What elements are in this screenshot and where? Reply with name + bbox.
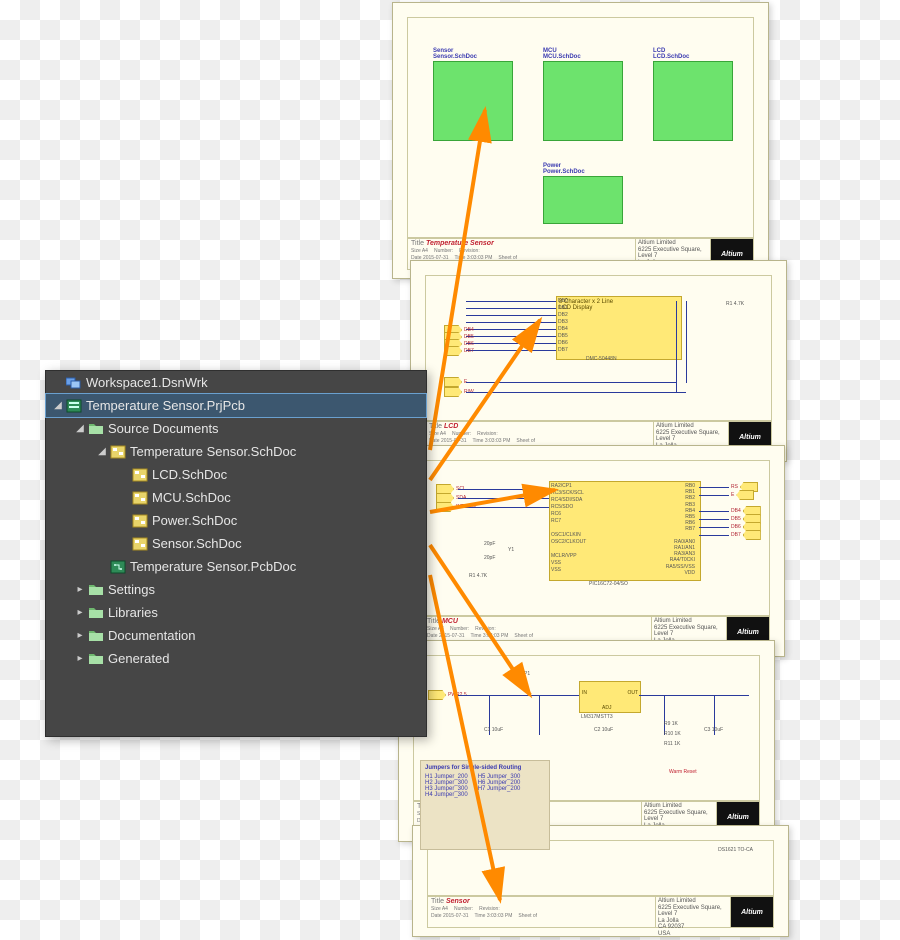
sheet-drawing-area: 8 Character x 2 LineLCD DisplayDMC-50448…: [425, 275, 772, 421]
tree-item-label: MCU.SchDoc: [152, 490, 231, 505]
lcd-chip: 8 Character x 2 LineLCD Display: [556, 296, 682, 360]
subsheet-block: PowerPower.SchDoc: [543, 163, 623, 224]
fld-icon: [88, 628, 104, 644]
sch-icon: [132, 513, 148, 529]
fld-icon: [88, 651, 104, 667]
disclosure-triangle-icon[interactable]: ◢: [74, 423, 86, 434]
sheet-drawing-area: SensorSensor.SchDoc MCUMCU.SchDoc LCDLCD.S…: [407, 17, 754, 238]
chip-ref: LM317MSTT3: [581, 714, 613, 720]
tree-item[interactable]: LCD.SchDoc: [46, 463, 426, 486]
tree-item[interactable]: Temperature Sensor.PcbDoc: [46, 555, 426, 578]
subsheet-block: MCUMCU.SchDoc: [543, 48, 623, 141]
brand-logo: Altium: [731, 897, 773, 927]
port: E: [729, 491, 754, 499]
port: DB7: [729, 531, 761, 539]
regulator-chip: INOUTADJ: [579, 681, 641, 713]
subsheet-block: SensorSensor.SchDoc: [433, 48, 513, 141]
tree-item[interactable]: ◢ Temperature Sensor.SchDoc: [46, 440, 426, 463]
sch-icon: [110, 444, 126, 460]
port: RS: [729, 483, 758, 491]
tree-item[interactable]: ▸ Libraries: [46, 601, 426, 624]
jumper-item: H7 Jumper_200: [478, 786, 521, 792]
tree-item[interactable]: ◢ Source Documents: [46, 417, 426, 440]
tree-item-label: Settings: [108, 582, 155, 597]
fld-icon: [88, 605, 104, 621]
sch-icon: [132, 536, 148, 552]
tree-item-label: Libraries: [108, 605, 158, 620]
disclosure-triangle-icon[interactable]: ◢: [96, 446, 108, 457]
prj-icon: [66, 398, 82, 414]
pcb-icon: [110, 559, 126, 575]
tree-item-label: Source Documents: [108, 421, 219, 436]
tree-item-label: Sensor.SchDoc: [152, 536, 242, 551]
tree-item[interactable]: ▸ Generated: [46, 647, 426, 670]
jumper-title: Jumpers for Single-sided Routing: [425, 765, 545, 771]
port: DB7: [444, 347, 476, 355]
disclosure-triangle-icon[interactable]: ▸: [74, 607, 86, 618]
jumper-item: H4 Jumper_300: [425, 792, 468, 798]
project-panel: Workspace1.DsnWrk◢Temperature Sensor.Prj…: [45, 370, 427, 737]
tree-item-label: Workspace1.DsnWrk: [86, 375, 208, 390]
tree-item[interactable]: ▸ Settings: [46, 578, 426, 601]
sch-icon: [132, 490, 148, 506]
tree-item[interactable]: Workspace1.DsnWrk: [46, 371, 426, 394]
fld-icon: [88, 582, 104, 598]
subsheet-block: LCDLCD.SchDoc: [653, 48, 733, 141]
sheet-mcu: PIC16C72-04/SORA2/CP1RC3/SCK/SCLRC4/SDI/…: [408, 445, 785, 657]
project-tree[interactable]: Workspace1.DsnWrk◢Temperature Sensor.Prj…: [46, 371, 426, 670]
tree-item-label: Temperature Sensor.SchDoc: [130, 444, 296, 459]
tree-item[interactable]: MCU.SchDoc: [46, 486, 426, 509]
disclosure-triangle-icon[interactable]: ▸: [74, 653, 86, 664]
tree-item-label: Temperature Sensor.PrjPcb: [86, 398, 245, 413]
tree-item-label: Generated: [108, 651, 169, 666]
chip-ref: DS1621 TO-CA: [718, 847, 753, 853]
port: DB6: [729, 523, 761, 531]
sheet-drawing-area: PIC16C72-04/SORA2/CP1RC3/SCK/SCLRC4/SDI/…: [423, 460, 770, 616]
titleblock: TitleSensorSize A4Number:Revision:Date 2…: [427, 896, 774, 928]
port: DB5: [729, 515, 761, 523]
jumper-box: Jumpers for Single-sided Routing H1 Jump…: [420, 760, 550, 850]
tree-item[interactable]: Power.SchDoc: [46, 509, 426, 532]
disclosure-triangle-icon[interactable]: ◢: [52, 400, 64, 411]
chip-ref: PIC16C72-04/SO: [589, 581, 628, 587]
wrk-icon: [66, 375, 82, 391]
tree-item[interactable]: ▸ Documentation: [46, 624, 426, 647]
chip-ref: DMC-50448N: [586, 356, 617, 362]
tree-item[interactable]: Sensor.SchDoc: [46, 532, 426, 555]
disclosure-triangle-icon[interactable]: ▸: [74, 630, 86, 641]
tree-item[interactable]: ◢ Temperature Sensor.PrjPcb: [46, 394, 426, 417]
tree-item-label: LCD.SchDoc: [152, 467, 227, 482]
port: DB4: [729, 507, 761, 515]
tree-item-label: Temperature Sensor.PcbDoc: [130, 559, 296, 574]
fld-icon: [88, 421, 104, 437]
tree-item-label: Power.SchDoc: [152, 513, 237, 528]
tree-item-label: Documentation: [108, 628, 195, 643]
disclosure-triangle-icon[interactable]: ▸: [74, 584, 86, 595]
sheet-lcd: 8 Character x 2 LineLCD DisplayDMC-50448…: [410, 260, 787, 462]
sheet-top: SensorSensor.SchDoc MCUMCU.SchDoc LCDLCD.S…: [392, 2, 769, 279]
sch-icon: [132, 467, 148, 483]
